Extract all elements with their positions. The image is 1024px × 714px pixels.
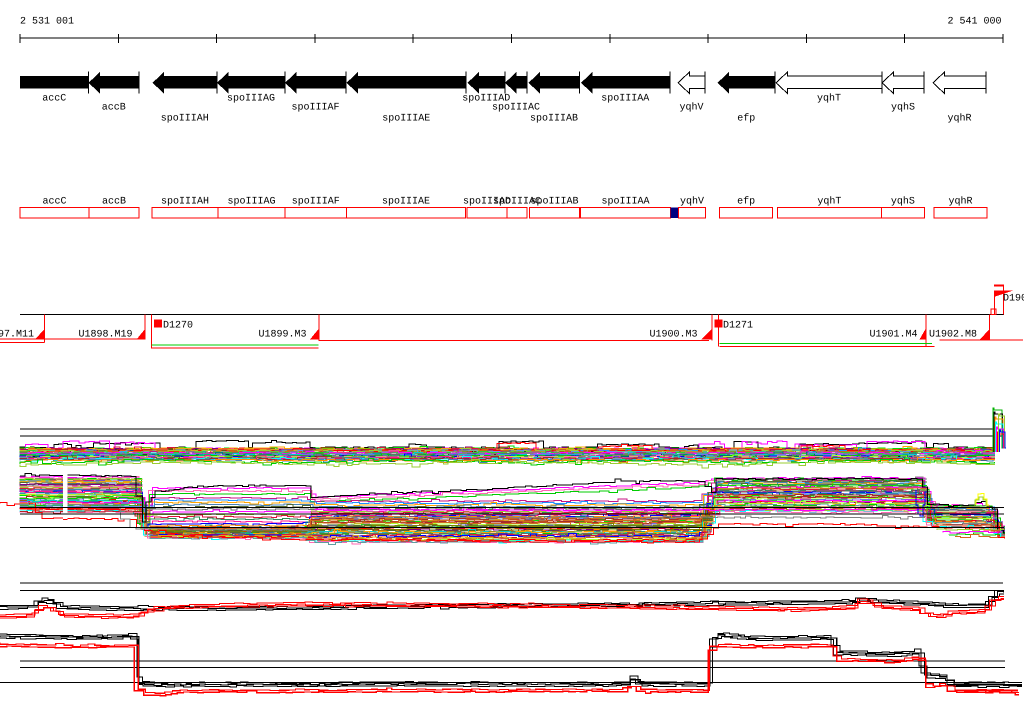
svg-text:U1899.M3: U1899.M3 xyxy=(258,330,306,341)
svg-text:2 541 000: 2 541 000 xyxy=(947,17,1001,28)
svg-text:D1271: D1271 xyxy=(723,321,753,332)
svg-text:spoIIIAG: spoIIIAG xyxy=(227,94,275,105)
svg-text:yqhT: yqhT xyxy=(817,93,841,105)
svg-text:spoIIIAH: spoIIIAH xyxy=(161,197,209,208)
svg-text:yqhV: yqhV xyxy=(680,196,704,208)
svg-text:spoIIIAE: spoIIIAE xyxy=(382,114,430,125)
svg-text:accB: accB xyxy=(102,197,126,208)
svg-text:efp: efp xyxy=(737,113,755,125)
svg-text:yqhS: yqhS xyxy=(891,102,915,114)
svg-text:U1901.M4: U1901.M4 xyxy=(869,330,917,341)
svg-text:U1898.M19: U1898.M19 xyxy=(78,330,132,341)
svg-text:97.M11: 97.M11 xyxy=(0,330,34,341)
svg-text:spoIIIAD: spoIIIAD xyxy=(463,197,511,208)
svg-text:accC: accC xyxy=(42,94,66,105)
svg-text:spoIIIAE: spoIIIAE xyxy=(382,197,430,208)
svg-text:D1903.M: D1903.M xyxy=(1003,294,1024,305)
svg-text:spoIIIAA: spoIIIAA xyxy=(601,197,649,208)
svg-text:yqhV: yqhV xyxy=(679,102,703,114)
svg-text:yqhR: yqhR xyxy=(948,196,972,208)
svg-text:spoIIIAH: spoIIIAH xyxy=(161,114,209,125)
svg-text:2 531 001: 2 531 001 xyxy=(20,17,74,28)
svg-text:yqhR: yqhR xyxy=(947,113,971,125)
svg-text:spoIIIAA: spoIIIAA xyxy=(601,94,649,105)
svg-text:U1902.M8: U1902.M8 xyxy=(929,330,977,341)
svg-text:efp: efp xyxy=(737,196,755,208)
svg-text:spoIIIAF: spoIIIAF xyxy=(291,103,339,114)
svg-text:spoIIIAB: spoIIIAB xyxy=(530,197,578,208)
svg-text:U1900.M3: U1900.M3 xyxy=(649,330,697,341)
svg-text:spoIIIAC: spoIIIAC xyxy=(493,197,541,208)
svg-text:spoIIIAB: spoIIIAB xyxy=(530,114,578,125)
svg-text:spoIIIAD: spoIIIAD xyxy=(462,94,510,105)
svg-text:spoIIIAG: spoIIIAG xyxy=(227,197,275,208)
svg-text:accB: accB xyxy=(102,103,126,114)
svg-text:spoIIIAC: spoIIIAC xyxy=(492,103,540,114)
svg-text:yqhT: yqhT xyxy=(817,196,841,208)
svg-text:accC: accC xyxy=(42,197,66,208)
svg-text:spoIIIAF: spoIIIAF xyxy=(292,197,340,208)
svg-text:D1270: D1270 xyxy=(163,321,193,332)
svg-text:yqhS: yqhS xyxy=(891,196,915,208)
